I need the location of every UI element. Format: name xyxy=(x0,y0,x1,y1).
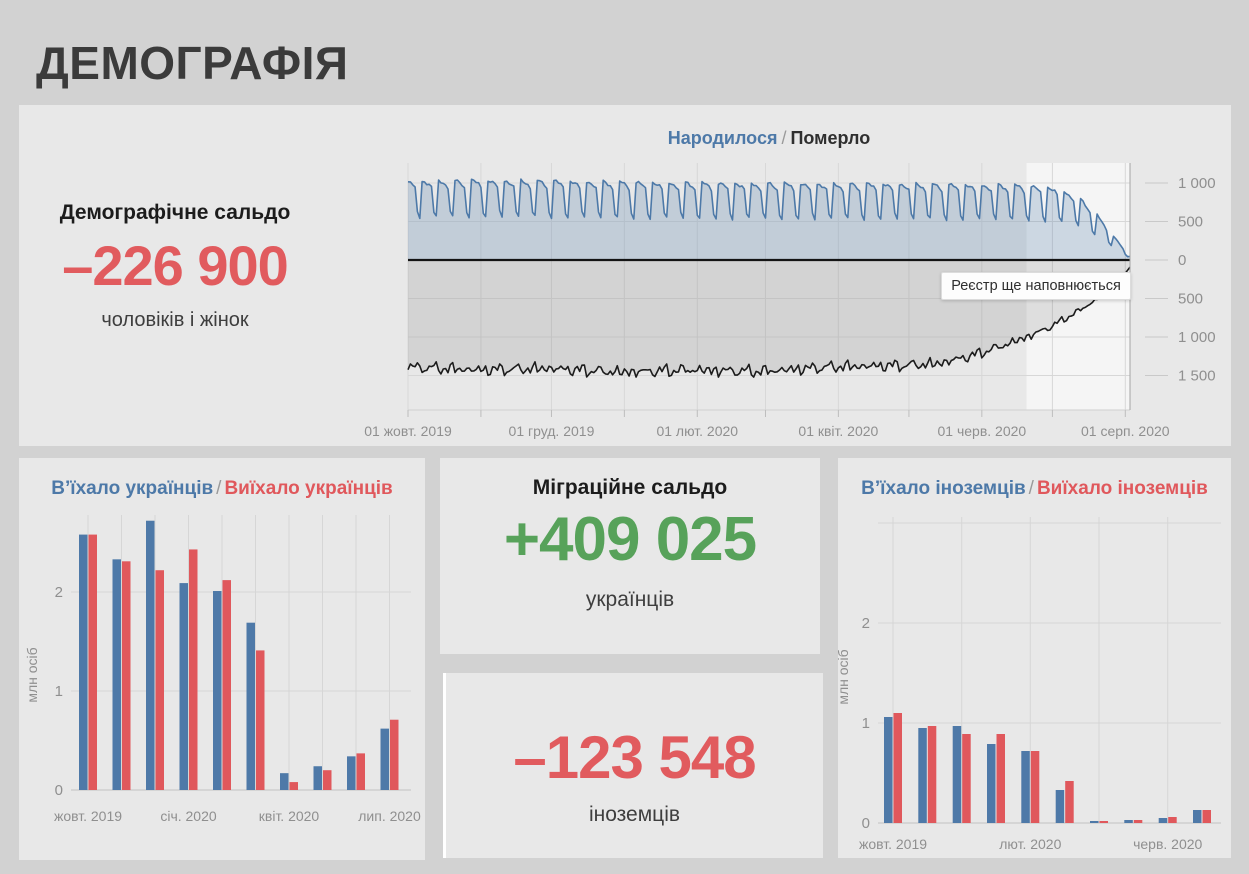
svg-text:01 груд. 2019: 01 груд. 2019 xyxy=(509,423,595,439)
legend-separator: / xyxy=(216,478,222,499)
svg-text:500: 500 xyxy=(1178,291,1203,308)
svg-text:01 черв. 2020: 01 черв. 2020 xyxy=(937,423,1026,439)
svg-text:млн осіб: млн осіб xyxy=(24,647,40,702)
svg-text:0: 0 xyxy=(1178,252,1186,269)
svg-text:січ. 2020: січ. 2020 xyxy=(160,808,217,824)
legend-exited-for: Виїхало іноземців xyxy=(1036,478,1208,499)
ukrainians-chart-title: В’їхало українців / Виїхало українців xyxy=(19,478,425,500)
ukrainians-migration-panel: В’їхало українців / Виїхало українців 0 1 2 ж… xyxy=(19,458,425,860)
svg-text:жовт. 2019: жовт. 2019 xyxy=(859,836,927,852)
svg-text:1: 1 xyxy=(55,683,63,700)
svg-text:2: 2 xyxy=(862,615,870,632)
demographic-balance-stat: Демографічне сальдо –226 900 чоловіків і… xyxy=(30,201,320,332)
foreigners-balance-panel: –123 548 іноземців xyxy=(443,673,823,858)
svg-text:черв. 2020: черв. 2020 xyxy=(1133,836,1202,852)
legend-separator: / xyxy=(1028,478,1034,499)
births-deaths-chart-title: Народилося / Померло xyxy=(408,128,1130,149)
svg-text:01 лют. 2020: 01 лют. 2020 xyxy=(656,423,738,439)
foreigners-migration-panel: В’їхало іноземців / Виїхало іноземців 0 1 2 ж… xyxy=(838,458,1231,858)
migration-balance-unit: українців xyxy=(585,588,675,611)
foreigners-balance-unit: іноземців xyxy=(588,803,681,826)
svg-text:01 жовт. 2019: 01 жовт. 2019 xyxy=(364,423,452,439)
legend-exited-ukr: Виїхало українців xyxy=(224,478,393,499)
svg-text:лип. 2020: лип. 2020 xyxy=(358,808,421,824)
demography-panel: Демографічне сальдо –226 900 чоловіків і… xyxy=(19,105,1231,446)
legend-born: Народилося xyxy=(667,128,778,148)
migration-balance-value: +409 025 xyxy=(503,505,757,574)
foreigners-bar-chart[interactable]: 0 1 2 жовт. 2019 лют. 2020 черв. 2020 млн осіб xyxy=(838,505,1231,858)
svg-text:0: 0 xyxy=(862,815,870,832)
legend-entered-ukr: В’їхало українців xyxy=(51,478,214,499)
svg-text:1 000: 1 000 xyxy=(1178,329,1216,346)
stat-value: –226 900 xyxy=(62,234,289,297)
foreigners-balance-value: –123 548 xyxy=(513,724,756,791)
stat-unit: чоловіків і жінок xyxy=(101,309,249,331)
svg-text:01 серп. 2020: 01 серп. 2020 xyxy=(1081,423,1170,439)
births-deaths-chart[interactable]: 1 000 500 0 500 1 000 1 500 01 жовт. 2019 01 гр… xyxy=(355,155,1231,445)
foreigners-chart-title: В’їхало іноземців / Виїхало іноземців xyxy=(838,478,1231,500)
svg-text:1 500: 1 500 xyxy=(1178,368,1216,385)
legend-entered-for: В’їхало іноземців xyxy=(861,478,1026,499)
svg-text:0: 0 xyxy=(55,782,63,799)
svg-text:квіт. 2020: квіт. 2020 xyxy=(259,808,320,824)
svg-text:жовт. 2019: жовт. 2019 xyxy=(54,808,122,824)
svg-text:2: 2 xyxy=(55,584,63,601)
svg-text:лют. 2020: лют. 2020 xyxy=(999,836,1061,852)
registry-tooltip: Реєстр ще наповнюється xyxy=(941,272,1131,300)
svg-text:млн осіб: млн осіб xyxy=(838,649,851,704)
migration-balance-panel: Міграційне сальдо +409 025 українців xyxy=(440,458,820,654)
svg-text:01 квіт. 2020: 01 квіт. 2020 xyxy=(798,423,878,439)
svg-text:1 000: 1 000 xyxy=(1178,175,1216,192)
migration-balance-title: Міграційне сальдо xyxy=(532,476,728,499)
stat-label: Демографічне сальдо xyxy=(59,201,291,224)
legend-separator: / xyxy=(781,128,787,148)
svg-text:500: 500 xyxy=(1178,214,1203,231)
ukrainians-bar-chart[interactable]: 0 1 2 жовт. 2019 січ. 2020 квіт. 2020 лип. 202… xyxy=(19,505,425,850)
page-title: ДЕМОГРАФІЯ xyxy=(36,37,349,89)
legend-died: Померло xyxy=(790,128,871,148)
svg-text:1: 1 xyxy=(862,715,870,732)
